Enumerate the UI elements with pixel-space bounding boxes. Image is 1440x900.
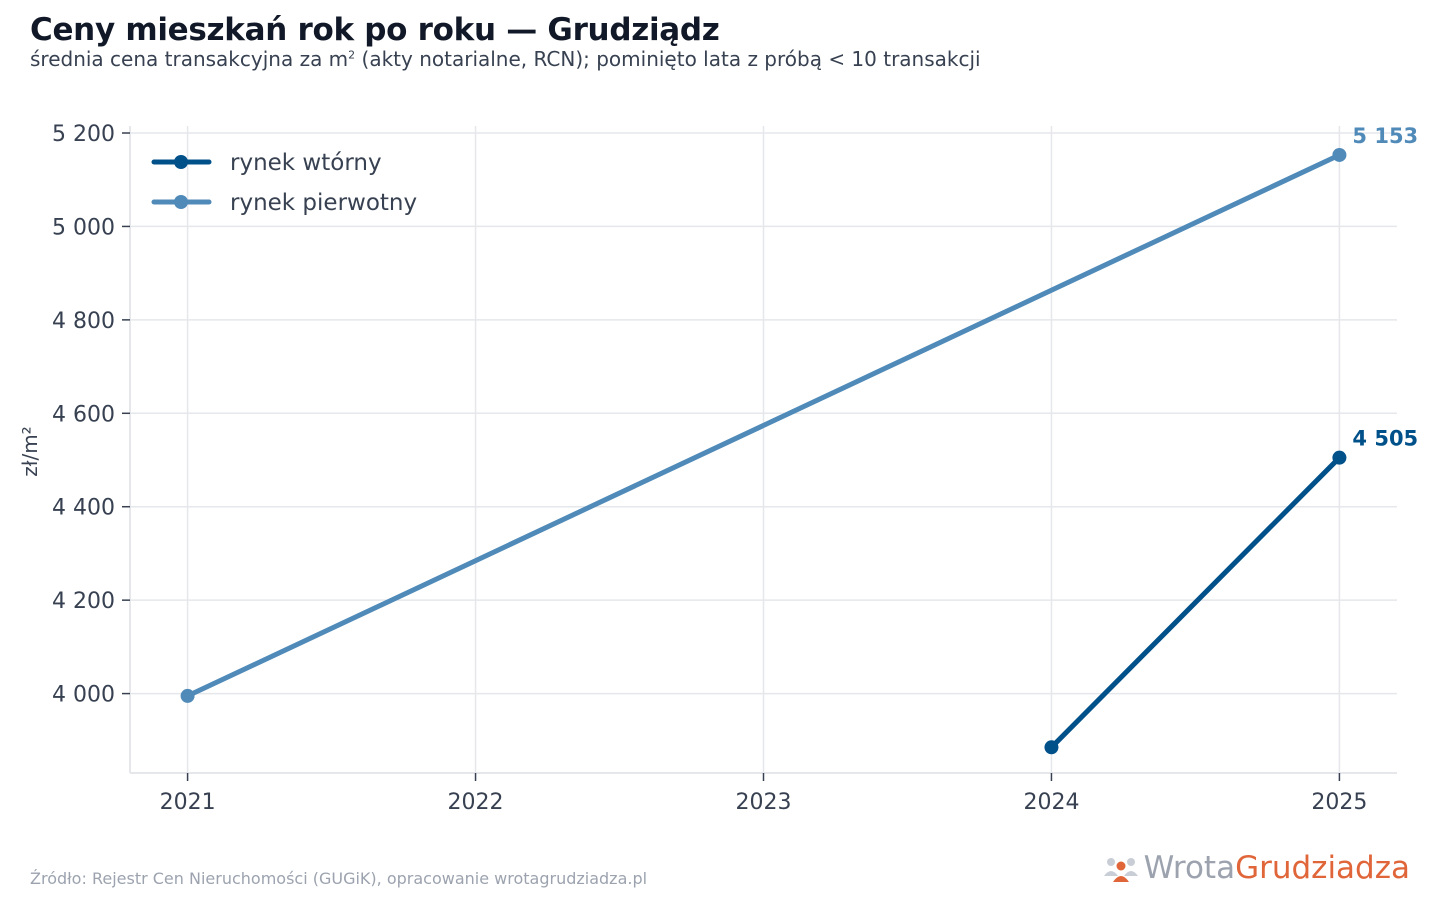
brand-text-wrota: Wrota <box>1143 850 1236 886</box>
data-point <box>180 688 195 703</box>
brand-text-grudziadza: Grudziadza <box>1235 850 1410 886</box>
end-value-label: 4 505 <box>1352 427 1418 451</box>
y-axis-label: zł/m² <box>18 426 42 476</box>
data-point <box>1332 450 1347 465</box>
series-line-1 <box>1048 455 1342 750</box>
y-tick-label: 4 000 <box>52 683 115 708</box>
legend-marker <box>174 155 188 169</box>
y-tick-label: 4 400 <box>52 496 115 521</box>
chart-title: Ceny mieszkań rok po roku — Grudziądz <box>30 12 720 48</box>
y-tick-label: 4 600 <box>52 402 115 427</box>
series-line-2 <box>185 152 1342 699</box>
legend-label: rynek pierwotny <box>230 190 417 216</box>
x-tick-label: 2023 <box>736 790 792 815</box>
x-tick-label: 2024 <box>1023 790 1079 815</box>
x-tick-label: 2025 <box>1311 790 1367 815</box>
y-tick-label: 5 000 <box>52 215 115 240</box>
data-point <box>1044 740 1059 755</box>
x-tick-label: 2022 <box>448 790 504 815</box>
legend-marker <box>174 195 188 209</box>
legend-label: rynek wtórny <box>230 150 382 176</box>
source-note: Źródło: Rejestr Cen Nieruchomości (GUGiK… <box>30 869 648 888</box>
y-tick-label: 4 200 <box>52 589 115 614</box>
end-value-label: 5 153 <box>1352 124 1418 148</box>
chart-subtitle: średnia cena transakcyjna za m2 (akty no… <box>30 47 981 71</box>
y-tick-label: 4 800 <box>52 309 115 334</box>
people-icon <box>1103 858 1138 882</box>
data-point <box>1332 147 1347 162</box>
brand-logo: Wrota Grudziadza <box>1102 850 1410 886</box>
x-tick-label: 2021 <box>160 790 216 815</box>
y-tick-label: 5 200 <box>52 122 115 147</box>
